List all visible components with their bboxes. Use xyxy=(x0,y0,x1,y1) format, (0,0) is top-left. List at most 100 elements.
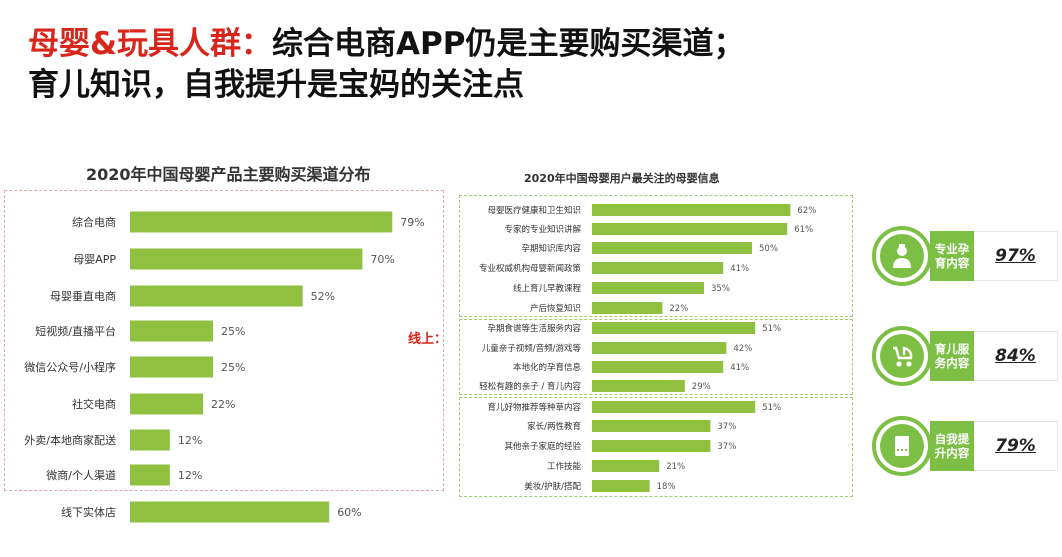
right-bar xyxy=(592,420,711,432)
left-bar xyxy=(130,285,303,307)
left-bar xyxy=(130,464,170,486)
left-category-label: 母婴APP xyxy=(73,253,116,266)
right-bar xyxy=(592,361,724,373)
left-category-label: 微商/个人渠道 xyxy=(46,468,116,482)
right-category-label: 孕期食谱等生活服务内容 xyxy=(487,323,581,334)
online-channels-box xyxy=(4,190,444,491)
group-box-3 xyxy=(459,397,853,497)
right-bar xyxy=(592,302,663,314)
badge-circle xyxy=(872,326,932,386)
badge-circle xyxy=(872,226,932,286)
right-category-label: 其他亲子家庭的经验 xyxy=(504,441,581,452)
right-bar xyxy=(592,322,756,334)
right-chart-title: 2020年中国母婴用户最关注的母婴信息 xyxy=(524,172,720,185)
left-value-label: 22% xyxy=(211,398,235,411)
headline: 母婴&玩具人群：综合电商APP仍是主要购买渠道； 育儿知识，自我提升是宝妈的关注… xyxy=(28,24,744,106)
left-category-label: 外卖/本地商家配送 xyxy=(24,433,116,447)
headline-line-2: 育儿知识，自我提升是宝妈的关注点 xyxy=(28,67,524,103)
right-bar xyxy=(592,223,788,235)
badge-value: 79% xyxy=(974,421,1058,471)
right-category-label: 专家的专业知识讲解 xyxy=(504,224,581,235)
stroller-icon xyxy=(893,346,913,367)
right-value-label: 21% xyxy=(666,462,685,472)
online-label: 线上： xyxy=(408,332,448,347)
right-value-label: 62% xyxy=(797,206,816,216)
right-category-label: 儿童亲子视频/音频/游戏等 xyxy=(482,343,582,354)
right-value-label: 41% xyxy=(730,264,749,274)
right-bar xyxy=(592,204,791,216)
right-category-label: 专业权威机构母婴新闻政策 xyxy=(479,263,582,274)
left-bar xyxy=(130,211,393,233)
left-chart-title: 2020年中国母婴产品主要购买渠道分布 xyxy=(86,165,371,184)
right-value-label: 35% xyxy=(711,284,730,294)
left-category-label: 微信公众号/小程序 xyxy=(24,360,116,374)
right-bar xyxy=(592,342,727,354)
right-category-label: 孕期知识库内容 xyxy=(521,243,581,254)
right-value-label: 37% xyxy=(717,442,736,452)
right-category-label: 产后恢复知识 xyxy=(530,303,581,314)
right-bar xyxy=(592,480,650,492)
right-bar xyxy=(592,460,660,472)
left-value-label: 12% xyxy=(178,469,202,482)
right-category-label: 轻松有趣的亲子 / 育儿内容 xyxy=(479,381,581,392)
right-category-label: 美妆/护肤/搭配 xyxy=(524,481,581,492)
right-bar xyxy=(592,242,752,254)
right-value-label: 29% xyxy=(692,382,711,392)
left-bar xyxy=(130,356,213,378)
left-category-label: 社交电商 xyxy=(72,397,116,411)
left-value-label: 79% xyxy=(400,216,424,229)
right-bar xyxy=(592,380,685,392)
badge-value: 97% xyxy=(974,231,1058,281)
left-value-label: 12% xyxy=(178,434,202,447)
right-value-label: 37% xyxy=(717,422,736,432)
left-bar xyxy=(130,320,213,342)
right-value-label: 41% xyxy=(730,363,749,373)
headline-line-1: 母婴&玩具人群：综合电商APP仍是主要购买渠道； xyxy=(28,24,744,65)
right-value-label: 22% xyxy=(669,304,688,314)
right-value-label: 61% xyxy=(794,225,813,235)
headline-highlight: 母婴&玩具人群： xyxy=(28,26,273,62)
right-category-label: 家长/两性教育 xyxy=(527,421,581,432)
right-bar xyxy=(592,262,724,274)
badge-label: 专业孕育内容 xyxy=(930,231,974,281)
badge-self-improvement: 自我提升内容 79% xyxy=(872,416,1058,476)
right-bar xyxy=(592,440,711,452)
group-box-1 xyxy=(459,195,853,317)
right-bar xyxy=(592,282,704,294)
right-category-label: 工作技能 xyxy=(547,461,582,472)
left-value-label: 25% xyxy=(221,325,245,338)
badge-label: 自我提升内容 xyxy=(930,421,974,471)
right-category-label: 线上育儿早教课程 xyxy=(513,283,582,294)
right-value-label: 51% xyxy=(762,324,781,334)
badge-circle xyxy=(872,416,932,476)
badge-value: 84% xyxy=(974,331,1058,381)
left-bar xyxy=(130,501,330,523)
nurse-icon xyxy=(893,244,911,268)
badge-parenting-service: 育儿服务内容 84% xyxy=(872,326,1058,386)
group-box-2 xyxy=(459,319,853,395)
right-category-label: 本地化的孕育信息 xyxy=(513,362,582,373)
left-category-label: 线下实体店 xyxy=(61,505,116,519)
left-value-label: 52% xyxy=(311,290,335,303)
left-category-label: 母婴垂直电商 xyxy=(50,289,116,303)
book-icon xyxy=(895,436,909,456)
right-value-label: 51% xyxy=(762,403,781,413)
left-bar xyxy=(130,429,170,451)
left-bar xyxy=(130,393,204,415)
right-category-label: 母婴医疗健康和卫生知识 xyxy=(487,205,581,216)
headline-line-1-text: 综合电商APP仍是主要购买渠道； xyxy=(272,26,745,62)
badge-professional-pregnancy: 专业孕育内容 97% xyxy=(872,226,1058,286)
left-value-label: 60% xyxy=(337,506,361,519)
right-value-label: 42% xyxy=(733,344,752,354)
left-category-label: 综合电商 xyxy=(72,215,116,229)
right-value-label: 18% xyxy=(657,482,676,492)
right-category-label: 育儿好物推荐等种草内容 xyxy=(487,402,581,413)
left-value-label: 70% xyxy=(370,253,394,266)
left-bar xyxy=(130,248,363,270)
right-value-label: 50% xyxy=(759,244,778,254)
right-bar xyxy=(592,401,756,413)
left-value-label: 25% xyxy=(221,361,245,374)
left-category-label: 短视频/直播平台 xyxy=(35,324,116,338)
badge-label: 育儿服务内容 xyxy=(930,331,974,381)
